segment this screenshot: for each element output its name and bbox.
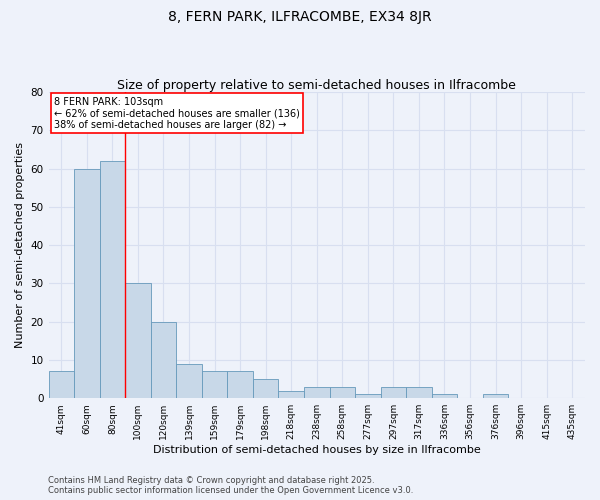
Bar [432,394,457,398]
Bar [100,161,125,398]
Bar [253,379,278,398]
Bar [355,394,380,398]
Bar [483,394,508,398]
Bar [49,372,74,398]
Bar [176,364,202,398]
X-axis label: Distribution of semi-detached houses by size in Ilfracombe: Distribution of semi-detached houses by … [153,445,481,455]
Bar [74,168,100,398]
Text: 8, FERN PARK, ILFRACOMBE, EX34 8JR: 8, FERN PARK, ILFRACOMBE, EX34 8JR [168,10,432,24]
Bar [406,386,432,398]
Bar [278,390,304,398]
Text: Contains HM Land Registry data © Crown copyright and database right 2025.
Contai: Contains HM Land Registry data © Crown c… [48,476,413,495]
Bar [380,386,406,398]
Bar [227,372,253,398]
Title: Size of property relative to semi-detached houses in Ilfracombe: Size of property relative to semi-detach… [118,79,516,92]
Text: 8 FERN PARK: 103sqm
← 62% of semi-detached houses are smaller (136)
38% of semi-: 8 FERN PARK: 103sqm ← 62% of semi-detach… [54,96,300,130]
Bar [304,386,329,398]
Bar [125,284,151,398]
Bar [202,372,227,398]
Bar [329,386,355,398]
Bar [151,322,176,398]
Y-axis label: Number of semi-detached properties: Number of semi-detached properties [15,142,25,348]
